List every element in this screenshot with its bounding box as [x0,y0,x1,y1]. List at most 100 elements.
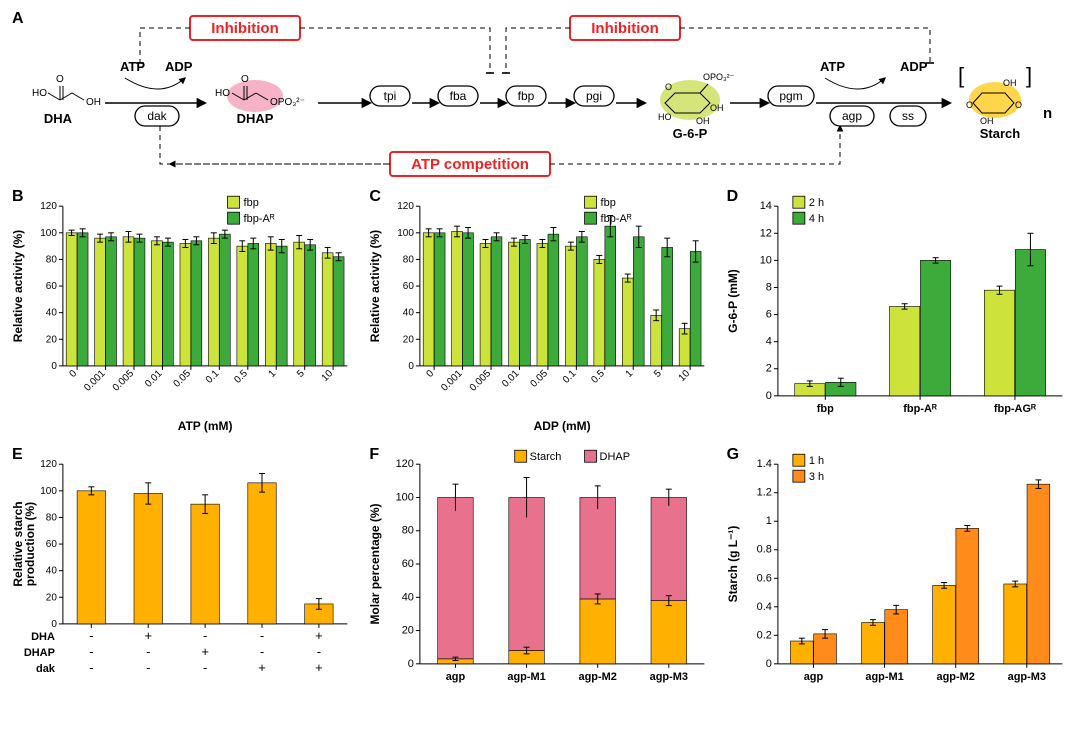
chart-f: 020406080100120Molar percentage (%)agpag… [365,444,714,704]
svg-text:DHAP: DHAP [24,647,55,659]
svg-text:0: 0 [425,368,437,380]
svg-text:0: 0 [765,658,771,670]
svg-text:0.001: 0.001 [82,368,108,394]
svg-text:4: 4 [765,336,771,348]
svg-text:-: - [89,628,93,643]
svg-text:0: 0 [408,658,414,670]
chart-d: 02468101214G-6-P (mM)fbpfbp-Aᴿfbp-AGᴿ2 h… [723,186,1072,436]
svg-text:5: 5 [295,368,307,380]
svg-text:ATP: ATP [120,59,145,74]
svg-text:12: 12 [759,227,771,239]
chart-c: 020406080100120Relative activity (%)00.0… [365,186,714,436]
svg-text:fbp: fbp [816,403,833,415]
svg-text:4 h: 4 h [808,213,823,225]
svg-text:20: 20 [403,334,415,345]
svg-text:pgm: pgm [779,89,802,103]
svg-text:O: O [1015,100,1022,110]
svg-text:+: + [144,628,152,643]
svg-text:Starch: Starch [530,451,562,463]
svg-text:OH: OH [1003,78,1017,88]
svg-text:0.6: 0.6 [756,572,771,584]
panel-label-g: G [727,446,739,464]
svg-text:Relative activity (%): Relative activity (%) [11,230,25,342]
svg-text:100: 100 [40,228,57,239]
svg-text:1: 1 [765,515,771,527]
panel-label-e: E [12,446,23,464]
svg-text:OH: OH [696,116,710,126]
svg-text:Starch (g L⁻¹): Starch (g L⁻¹) [726,526,740,603]
svg-text:G-6-P (mM): G-6-P (mM) [726,269,740,333]
svg-text:+: + [315,628,323,643]
svg-text:0.5: 0.5 [232,368,250,386]
chart-b: 020406080100120Relative activity (%)00.0… [8,186,357,436]
svg-text:fbp-Aᴿ: fbp-Aᴿ [903,403,937,415]
svg-text:Molar percentage (%): Molar percentage (%) [368,503,382,624]
inhibition-label-1: Inhibition [211,20,278,37]
svg-text:120: 120 [40,459,57,470]
svg-text:0.05: 0.05 [529,368,551,390]
svg-text:OPO₃²⁻: OPO₃²⁻ [270,97,305,108]
svg-text:ATP: ATP [820,59,845,74]
panel-d: D 02468101214G-6-P (mM)fbpfbp-Aᴿfbp-AGᴿ2… [723,186,1072,436]
pathway-svg: Inhibition Inhibition ATP competition HO… [8,8,1072,178]
svg-text:-: - [146,644,150,659]
svg-text:0: 0 [409,361,415,372]
svg-text:0.05: 0.05 [172,368,194,390]
inhibition-label-2: Inhibition [591,20,658,37]
svg-text:0.1: 0.1 [561,368,579,386]
svg-text:agp-M2: agp-M2 [579,671,617,683]
svg-text:100: 100 [398,228,415,239]
svg-text:0.005: 0.005 [111,368,137,394]
svg-text:0: 0 [51,361,57,372]
svg-text:Starch: Starch [980,126,1021,141]
svg-text:100: 100 [40,486,57,497]
svg-text:0.01: 0.01 [500,368,522,390]
svg-text:0.001: 0.001 [440,368,466,394]
svg-text:0.01: 0.01 [143,368,165,390]
svg-text:120: 120 [396,458,414,470]
svg-text:60: 60 [46,281,58,292]
svg-text:14: 14 [759,200,771,212]
svg-text:dak: dak [147,109,167,123]
figure-grid: A Inhibition Inhibition ATP competition [8,8,1072,704]
svg-text:agp-M1: agp-M1 [508,671,546,683]
svg-text:80: 80 [403,254,415,265]
svg-text:ADP: ADP [900,59,928,74]
panel-label-a: A [12,10,24,28]
svg-text:60: 60 [403,281,415,292]
svg-text:ATP (mM): ATP (mM) [178,419,233,433]
panel-f: F 020406080100120Molar percentage (%)agp… [365,444,714,704]
svg-text:0: 0 [51,619,57,630]
panel-b: B 020406080100120Relative activity (%)00… [8,186,357,436]
svg-text:0.5: 0.5 [590,368,608,386]
panel-c: C 020406080100120Relative activity (%)00… [365,186,714,436]
svg-text:OH: OH [86,97,101,108]
svg-text:Relative activity (%): Relative activity (%) [368,230,382,342]
svg-text:3 h: 3 h [808,471,823,483]
svg-text:40: 40 [403,308,415,319]
svg-text:80: 80 [402,525,414,537]
svg-text:1.4: 1.4 [756,458,771,470]
panel-a: A Inhibition Inhibition ATP competition [8,8,1072,178]
svg-text:100: 100 [396,491,414,503]
svg-text:fbp: fbp [601,197,616,209]
svg-text:+: + [201,644,209,659]
svg-text:0: 0 [68,368,80,380]
svg-text:-: - [260,628,264,643]
svg-text:DHAP: DHAP [237,111,274,126]
svg-text:agp-M3: agp-M3 [1007,671,1045,683]
svg-text:OH: OH [980,116,994,126]
svg-text:fbp: fbp [244,197,259,209]
svg-text:fbp: fbp [518,89,535,103]
svg-text:OPO₃²⁻: OPO₃²⁻ [703,72,735,82]
svg-text:0.4: 0.4 [756,601,771,613]
svg-text:fbp-Aᴿ: fbp-Aᴿ [601,213,632,225]
svg-text:60: 60 [402,558,414,570]
svg-text:dak: dak [36,663,56,675]
svg-text:-: - [203,660,207,675]
svg-text:+: + [258,660,266,675]
chart-g: 00.20.40.60.811.21.4Starch (g L⁻¹)agpagp… [723,444,1072,704]
svg-text:HO: HO [32,88,47,99]
svg-text:[: [ [958,63,964,88]
panel-label-f: F [369,446,379,464]
